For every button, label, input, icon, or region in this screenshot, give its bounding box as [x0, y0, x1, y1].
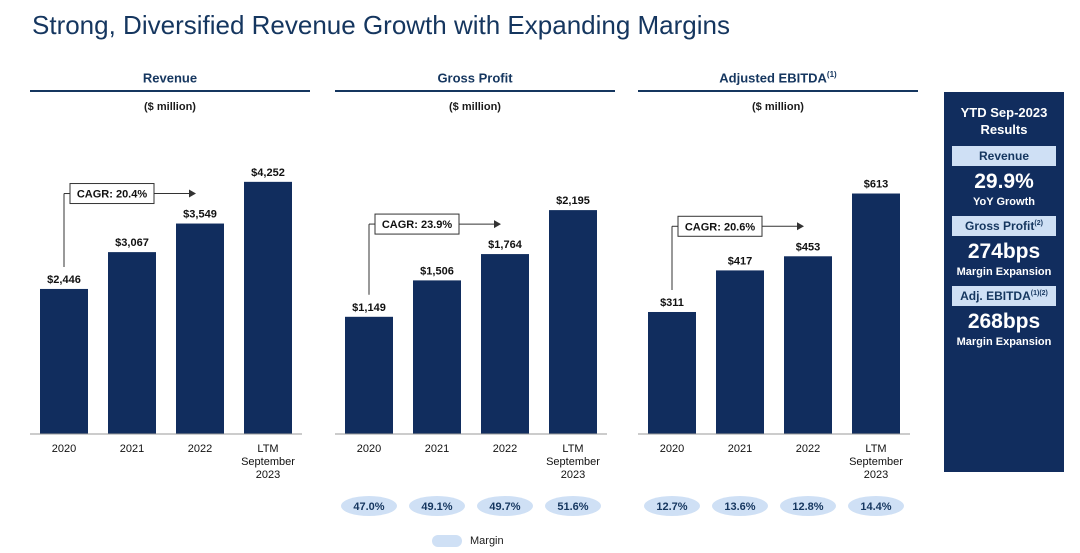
value-label: $3,549 [183, 209, 217, 221]
margin-pill [477, 496, 533, 516]
margin-pill [341, 496, 397, 516]
value-label: $3,067 [115, 237, 149, 249]
cagr-label: CAGR: 20.4% [77, 189, 148, 201]
legend: Margin [432, 535, 504, 547]
title-rule [638, 90, 918, 92]
value-label: $613 [864, 179, 888, 191]
category-label: 2023 [561, 469, 585, 481]
value-label: $1,149 [352, 302, 386, 314]
bar [716, 270, 764, 434]
bar [413, 280, 461, 434]
category-label: 2021 [728, 443, 752, 455]
ytd-gross-profit-value: 274bps [967, 240, 1041, 263]
value-label: $2,446 [47, 274, 81, 286]
category-label: 2021 [120, 443, 144, 455]
chart-title: Adjusted EBITDA(1) [719, 70, 837, 86]
unit-label: ($ million) [752, 101, 804, 113]
value-label: $453 [796, 241, 820, 253]
revenue-plot: $2,446 2020 $3,067 2021 $3,549 2022 $4,252 LTMS… [30, 167, 302, 481]
chart-title: Gross Profit [437, 70, 513, 86]
value-label: $1,764 [488, 239, 523, 251]
cagr-label: CAGR: 20.6% [685, 221, 756, 233]
bar [176, 223, 224, 434]
revenue-chart: Revenue ($ million) $2,446 2020 $3,067 2021… [30, 70, 310, 490]
margin-pill [545, 496, 601, 516]
ytd-adj-ebitda-desc: Margin Expansion [956, 336, 1052, 348]
bar [108, 252, 156, 434]
bar [345, 316, 393, 434]
bar [481, 254, 529, 434]
ytd-revenue-label: Revenue [952, 146, 1056, 166]
category-label: LTM [562, 443, 583, 455]
unit-label: ($ million) [144, 101, 196, 113]
bar [40, 288, 88, 434]
ytd-revenue-value: 29.9% [974, 170, 1034, 193]
margin-pill [712, 496, 768, 516]
bar [648, 311, 696, 434]
category-label: LTM [865, 443, 886, 455]
margin-label: 12.7% [656, 501, 687, 513]
category-label: 2023 [864, 469, 888, 481]
margin-label: 51.6% [557, 501, 588, 513]
margin-label: 49.1% [421, 501, 452, 513]
category-label: 2020 [52, 443, 76, 455]
ytd-gross-profit-desc: Margin Expansion [956, 266, 1052, 278]
title-rule [30, 90, 310, 92]
margin-pill [848, 496, 904, 516]
category-label: 2022 [796, 443, 820, 455]
chart-title: Revenue [142, 70, 198, 86]
category-label: LTM [257, 443, 278, 455]
ytd-gross-profit-label: Gross Profit(2) [952, 216, 1056, 236]
value-label: $2,195 [556, 195, 590, 207]
ytd-adj-ebitda-label: Adj. EBITDA(1)(2) [952, 286, 1056, 306]
adjusted-ebitda-chart: Adjusted EBITDA(1) ($ million) $311 2020 1… [638, 70, 918, 516]
gross-profit-plot: $1,149 2020 47.0% $1,506 2021 49.1% $1,764 2022… [335, 195, 607, 516]
title-rule [335, 90, 615, 92]
margin-label: 49.7% [489, 501, 520, 513]
value-label: $311 [660, 297, 684, 309]
adjusted-ebitda-plot: $311 2020 12.7% $417 2021 13.6% $453 2022 12.8% $… [638, 179, 910, 516]
unit-label: ($ million) [449, 101, 501, 113]
category-label: September [849, 456, 903, 468]
ytd-heading: YTD Sep-2023 Results [960, 105, 1048, 137]
bar [784, 256, 832, 434]
category-label: September [241, 456, 295, 468]
value-label: $4,252 [251, 167, 285, 179]
category-label: 2022 [188, 443, 212, 455]
cagr-label: CAGR: 23.9% [382, 219, 453, 231]
bar [244, 181, 292, 434]
gross-profit-chart: Gross Profit ($ million) $1,149 2020 47.0%… [335, 70, 615, 516]
category-label: 2021 [425, 443, 449, 455]
legend-label: Margin [470, 535, 504, 547]
category-label: 2022 [493, 443, 517, 455]
margin-label: 13.6% [724, 501, 755, 513]
page-title: Strong, Diversified Revenue Growth with … [32, 10, 731, 40]
category-label: 2020 [660, 443, 684, 455]
category-label: 2023 [256, 469, 280, 481]
margin-label: 12.8% [792, 501, 823, 513]
margin-pill [644, 496, 700, 516]
margin-label: 14.4% [860, 501, 891, 513]
cagr-arrowhead [797, 222, 804, 231]
margin-pill [780, 496, 836, 516]
category-label: 2020 [357, 443, 381, 455]
ytd-results-panel: YTD Sep-2023 Results Revenue 29.9% YoY G… [944, 92, 1064, 472]
cagr-arrowhead [189, 189, 196, 198]
category-label: September [546, 456, 600, 468]
bar [549, 210, 597, 434]
value-label: $1,506 [420, 265, 454, 277]
ytd-adj-ebitda-value: 268bps [967, 310, 1041, 333]
ytd-revenue-desc: YoY Growth [973, 196, 1035, 208]
margin-label: 47.0% [353, 501, 384, 513]
margin-legend-swatch [432, 535, 462, 547]
value-label: $417 [728, 255, 752, 267]
cagr-arrowhead [494, 220, 501, 229]
bar [852, 193, 900, 434]
margin-pill [409, 496, 465, 516]
